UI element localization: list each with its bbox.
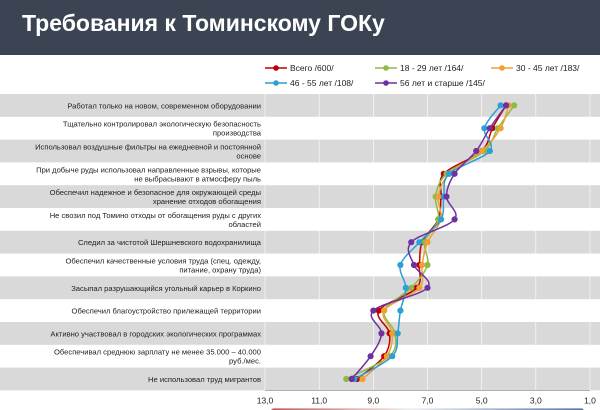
x-tick-label: 7,0 — [422, 395, 434, 405]
row-stripe — [0, 367, 600, 391]
category-label: Обеспечил благоустройство прилежащей тер… — [72, 307, 261, 316]
legend-item: 18 - 29 лет /164/ — [375, 63, 464, 73]
data-point — [497, 102, 504, 109]
legend-marker — [383, 65, 389, 71]
legend-marker — [383, 80, 389, 86]
data-point — [451, 170, 458, 177]
category-label: Следил за чистотой Шершневского водохран… — [78, 238, 262, 247]
data-point — [408, 284, 415, 291]
data-point — [478, 147, 485, 155]
data-point — [389, 353, 396, 360]
category-label: Обеспечил надежное и безопасное для окру… — [50, 188, 261, 206]
category-label: Обеспечил качественные условия труда (сп… — [65, 257, 261, 275]
data-point — [359, 375, 366, 383]
data-point — [397, 261, 404, 269]
legend-label: 46 - 55 лет /108/ — [290, 78, 354, 88]
x-tick-label: 5,0 — [476, 395, 488, 405]
x-tick-label: 11,0 — [311, 395, 327, 405]
legend-item: 56 лет и старше /145/ — [375, 78, 486, 88]
legend-item: 30 - 45 лет /183/ — [491, 63, 580, 73]
profile-chart: Работал только на новом, современном обо… — [0, 63, 600, 410]
data-point — [446, 170, 453, 177]
category-label: Работал только на новом, современном обо… — [67, 101, 261, 110]
category-label: При добыче руды использовал направленные… — [36, 165, 261, 183]
data-point — [416, 239, 423, 246]
row-stripe — [0, 322, 600, 345]
data-point — [418, 261, 426, 269]
category-label: Обеспечивал среднюю зарплату не менее 35… — [54, 348, 261, 366]
data-point — [511, 102, 518, 109]
row-stripe — [0, 94, 600, 117]
row-stripe — [0, 230, 600, 254]
x-tick-label: 9,0 — [367, 395, 379, 405]
x-tick-label: 13,0 — [257, 395, 274, 405]
page-title: Требования к Томинскому ГОКу — [22, 10, 385, 36]
category-label: Не свозил под Томино отходы от обогащени… — [50, 211, 262, 229]
data-point — [443, 193, 450, 200]
row-stripe — [0, 139, 600, 163]
legend-marker — [273, 80, 279, 86]
legend-label: 18 - 29 лет /164/ — [400, 63, 464, 73]
data-point — [486, 147, 493, 155]
data-point — [481, 125, 488, 132]
category-label: Тщательно контролировал экологическую бе… — [63, 120, 262, 138]
legend-marker — [499, 65, 505, 71]
data-point — [370, 307, 377, 314]
row-stripe — [0, 276, 600, 300]
category-label: Не использовал труд мигрантов — [148, 375, 261, 384]
data-point — [502, 102, 510, 109]
legend-item: Всего /600/ — [265, 63, 334, 73]
data-point — [397, 307, 404, 314]
x-tick-label: 3,0 — [530, 395, 542, 405]
data-point — [486, 125, 493, 132]
data-point — [451, 216, 458, 223]
category-label: Засыпал разрушающийся угольный карьер в … — [71, 284, 261, 293]
data-point — [389, 330, 396, 337]
data-point — [381, 307, 388, 314]
category-label: Использовал воздушные фильтры на ежеднев… — [35, 143, 261, 161]
data-point — [408, 239, 415, 246]
category-label: Активно участвовал в городских экологиче… — [50, 329, 261, 338]
series-2 — [359, 102, 512, 383]
data-point — [383, 353, 390, 360]
legend-item: 46 - 55 лет /108/ — [265, 78, 354, 88]
row-stripe — [0, 185, 600, 208]
data-point — [497, 125, 504, 132]
data-point — [348, 375, 355, 383]
data-point — [410, 261, 418, 269]
data-point — [437, 216, 445, 223]
legend-label: 30 - 45 лет /183/ — [516, 63, 580, 73]
data-point — [343, 375, 350, 383]
series-4 — [348, 102, 510, 383]
data-point — [367, 353, 374, 360]
data-point — [416, 284, 423, 291]
data-point — [394, 330, 401, 337]
legend-label: Всего /600/ — [290, 63, 334, 73]
header-bar: Требования к Томинскому ГОКу — [0, 0, 600, 55]
data-point — [424, 284, 431, 291]
data-point — [435, 193, 442, 200]
x-tick-label: 1,0 — [584, 395, 596, 405]
legend-marker — [273, 65, 279, 71]
data-point — [424, 261, 431, 269]
data-point — [402, 284, 409, 291]
data-point — [473, 147, 480, 155]
legend-label: 56 лет и старше /145/ — [400, 78, 486, 88]
data-point — [378, 330, 385, 337]
data-point — [424, 239, 431, 246]
